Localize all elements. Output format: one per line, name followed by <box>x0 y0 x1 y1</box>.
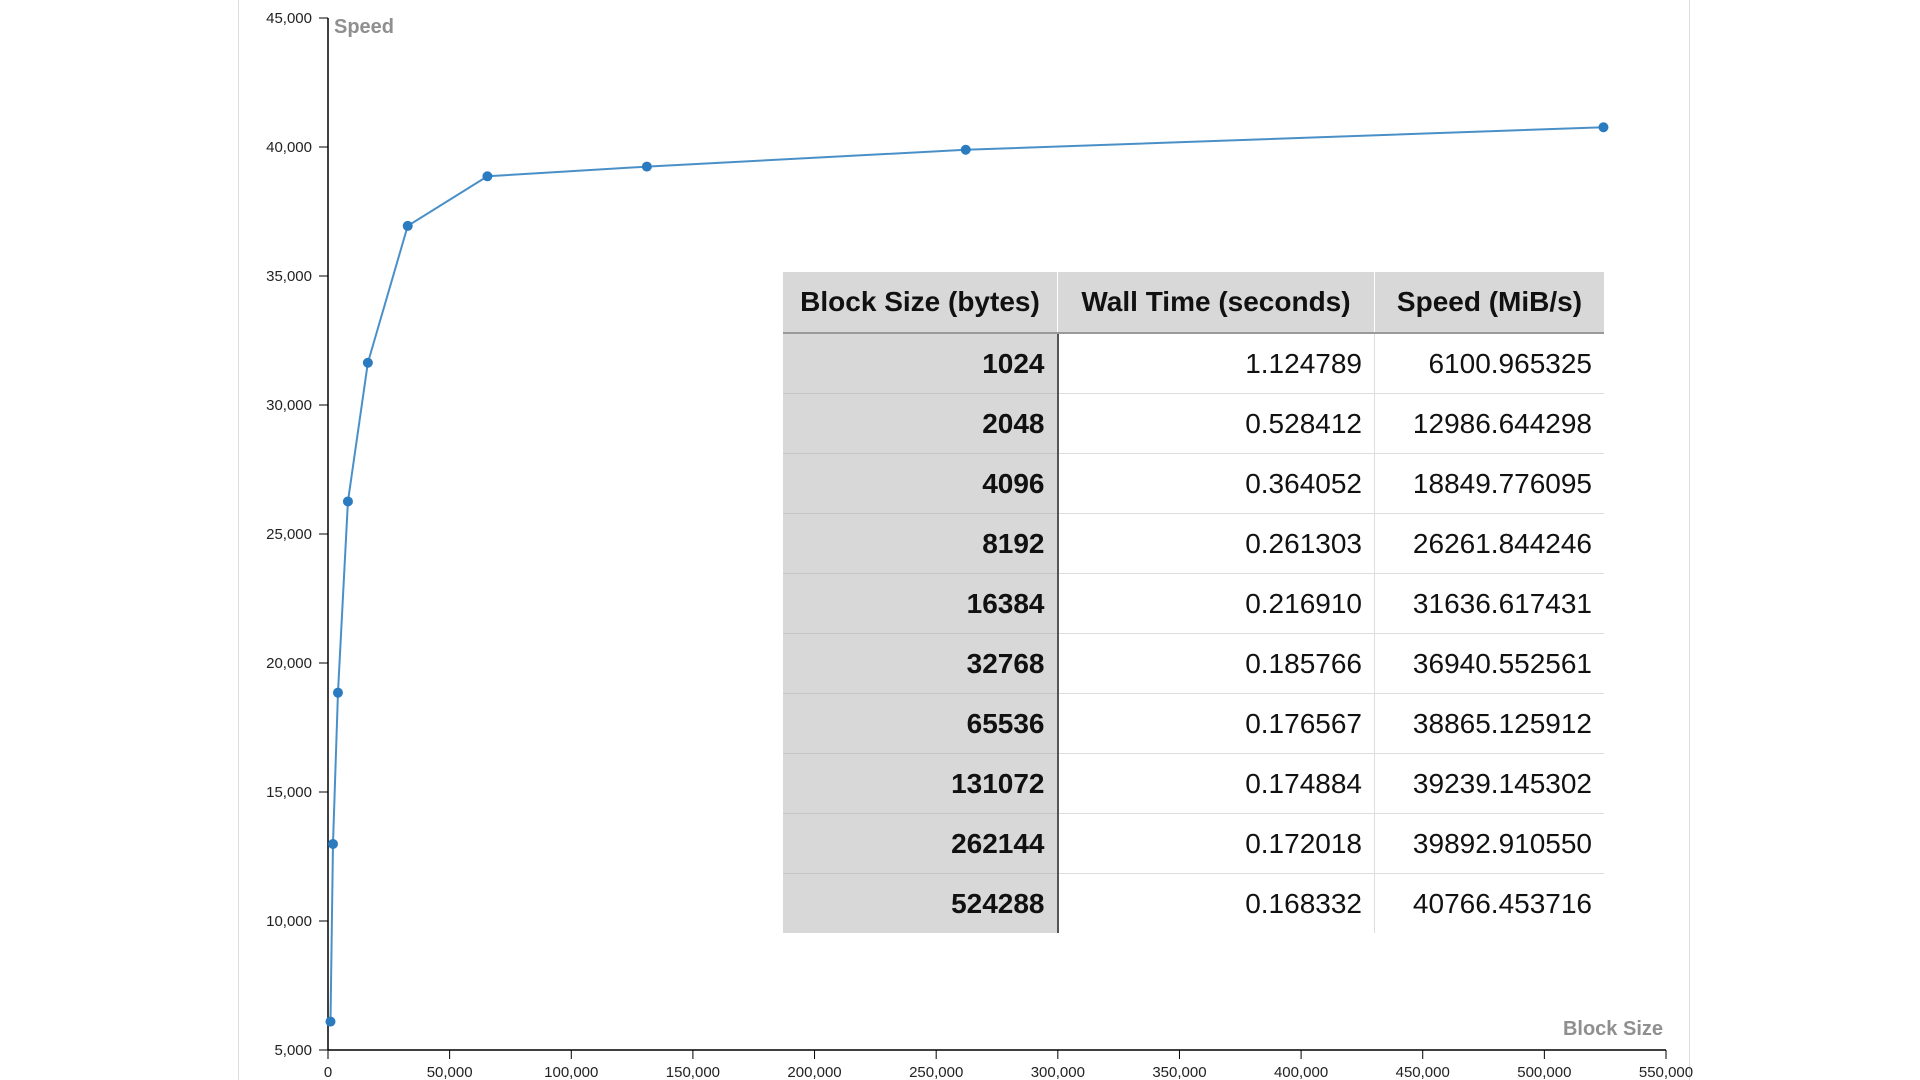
data-point <box>402 220 413 231</box>
table-row: 2048 0.528412 12986.644298 <box>783 393 1604 454</box>
x-tick-label: 100,000 <box>544 1064 598 1080</box>
table-row: 32768 0.185766 36940.552561 <box>783 633 1604 694</box>
speed-cell: 39892.910550 <box>1374 813 1604 874</box>
table-header-row: Block Size (bytes) Wall Time (seconds) S… <box>783 272 1604 334</box>
data-point <box>641 161 652 172</box>
block-size-cell: 8192 <box>783 513 1059 574</box>
block-size-cell: 4096 <box>783 453 1059 514</box>
speed-cell: 6100.965325 <box>1374 333 1604 394</box>
y-tick-label: 5,000 <box>274 1042 312 1059</box>
header-block-size: Block Size (bytes) <box>783 272 1058 334</box>
data-point <box>362 357 373 368</box>
x-tick-label: 50,000 <box>427 1064 473 1080</box>
wall-time-cell: 0.185766 <box>1057 633 1375 694</box>
wall-time-cell: 0.216910 <box>1057 573 1375 634</box>
block-size-cell: 2048 <box>783 393 1059 454</box>
x-tick-label: 250,000 <box>909 1064 963 1080</box>
data-point <box>332 687 343 698</box>
data-table: Block Size (bytes) Wall Time (seconds) S… <box>783 272 1604 933</box>
block-size-cell: 16384 <box>783 573 1059 634</box>
table-row: 65536 0.176567 38865.125912 <box>783 693 1604 754</box>
data-point <box>325 1016 336 1027</box>
speed-cell: 36940.552561 <box>1374 633 1604 694</box>
table-row: 1024 1.124789 6100.965325 <box>783 333 1604 394</box>
y-axis-title: Speed <box>334 16 394 38</box>
table-row: 524288 0.168332 40766.453716 <box>783 873 1604 933</box>
wall-time-cell: 0.176567 <box>1057 693 1375 754</box>
speed-cell: 12986.644298 <box>1374 393 1604 454</box>
table-row: 8192 0.261303 26261.844246 <box>783 513 1604 574</box>
series-points <box>325 122 1609 1027</box>
y-tick-label: 15,000 <box>266 784 312 801</box>
y-tick-label: 20,000 <box>266 655 312 672</box>
y-tick-label: 25,000 <box>266 526 312 543</box>
block-size-cell: 1024 <box>783 333 1059 394</box>
speed-cell: 40766.453716 <box>1374 873 1604 933</box>
y-tick-label: 30,000 <box>266 397 312 414</box>
speed-cell: 39239.145302 <box>1374 753 1604 814</box>
data-point <box>482 171 493 182</box>
data-point <box>327 838 338 849</box>
wall-time-cell: 0.528412 <box>1057 393 1375 454</box>
speed-cell: 18849.776095 <box>1374 453 1604 514</box>
y-tick-label: 35,000 <box>266 268 312 285</box>
wall-time-cell: 0.364052 <box>1057 453 1375 514</box>
x-tick-label: 0 <box>324 1064 332 1080</box>
wall-time-cell: 0.174884 <box>1057 753 1375 814</box>
header-speed: Speed (MiB/s) <box>1374 272 1604 334</box>
table-row: 262144 0.172018 39892.910550 <box>783 813 1604 874</box>
x-tick-label: 200,000 <box>787 1064 841 1080</box>
speed-cell: 26261.844246 <box>1374 513 1604 574</box>
x-axis-ticks: 0 50,000 100,000 150,000 200,000 250,000 300,0… <box>324 1050 1693 1080</box>
wall-time-cell: 1.124789 <box>1057 333 1375 394</box>
y-axis-ticks: 5,000 10,000 15,000 20,000 25,000 30,000 35,00… <box>266 10 328 1059</box>
table-row: 16384 0.216910 31636.617431 <box>783 573 1604 634</box>
y-tick-label: 45,000 <box>266 10 312 27</box>
data-point <box>1598 122 1609 133</box>
x-tick-label: 350,000 <box>1152 1064 1206 1080</box>
chart-frame <box>238 0 1690 1080</box>
x-tick-label: 450,000 <box>1396 1064 1450 1080</box>
data-point <box>960 144 971 155</box>
block-size-cell: 262144 <box>783 813 1059 874</box>
x-tick-label: 400,000 <box>1274 1064 1328 1080</box>
header-wall-time: Wall Time (seconds) <box>1057 272 1375 334</box>
x-tick-label: 150,000 <box>666 1064 720 1080</box>
y-tick-label: 40,000 <box>266 139 312 156</box>
x-tick-label: 300,000 <box>1031 1064 1085 1080</box>
wall-time-cell: 0.168332 <box>1245 887 1362 919</box>
y-tick-label: 10,000 <box>266 913 312 930</box>
x-axis-title: Block Size <box>1563 1018 1663 1040</box>
block-size-cell: 65536 <box>783 693 1059 754</box>
series-line <box>329 126 1604 1022</box>
speed-cell: 38865.125912 <box>1374 693 1604 754</box>
x-tick-label: 550,000 <box>1639 1064 1693 1080</box>
x-tick-label: 500,000 <box>1517 1064 1571 1080</box>
data-point <box>342 496 353 507</box>
speed-cell: 31636.617431 <box>1374 573 1604 634</box>
wall-time-cell: 0.261303 <box>1057 513 1375 574</box>
block-size-cell: 131072 <box>783 753 1059 814</box>
wall-time-cell: 0.172018 <box>1057 813 1375 874</box>
block-size-cell: 524288 <box>783 873 1059 933</box>
table-row: 131072 0.174884 39239.145302 <box>783 753 1604 814</box>
table-row: 4096 0.364052 18849.776095 <box>783 453 1604 514</box>
block-size-cell: 32768 <box>783 633 1059 694</box>
